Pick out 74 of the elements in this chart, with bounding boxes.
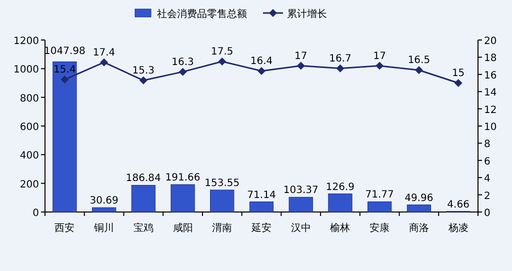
y-tick-label: 600: [20, 122, 39, 133]
y2-tick-label: 20: [484, 36, 497, 47]
y2-tick-label: 8: [484, 139, 490, 150]
y2-tick-label: 18: [484, 53, 497, 64]
data-label: 15.4: [54, 64, 76, 76]
point: [336, 64, 344, 72]
point: [60, 76, 69, 84]
x-tick-label: 安康: [370, 222, 390, 234]
bar: [92, 207, 116, 212]
x-tick-label: 渭南: [212, 222, 232, 234]
bar: [170, 184, 195, 212]
point: [139, 76, 148, 84]
point: [178, 68, 187, 76]
bar: [131, 184, 156, 212]
y-tick-label: 200: [20, 179, 39, 190]
y-tick-label: 1000: [14, 64, 39, 76]
y2-tick-label: 16: [484, 70, 497, 82]
bar: [368, 201, 392, 212]
y2-tick-label: 6: [484, 156, 490, 168]
data-label: 186.84: [126, 173, 161, 184]
bar: [288, 196, 313, 212]
x-tick-label: 咸阳: [172, 222, 193, 234]
bar: [406, 204, 432, 212]
data-label: 17.4: [92, 47, 116, 58]
legend-label: 社会消费品零售总额: [157, 8, 247, 20]
data-label: 49.96: [404, 192, 434, 204]
legend-label: 累计增长: [287, 8, 327, 20]
data-label: 1047.98: [44, 46, 86, 57]
point: [454, 79, 462, 87]
data-label: 4.66: [447, 199, 470, 210]
point: [376, 62, 384, 70]
bar: [328, 194, 352, 212]
y2-tick-label: 2: [484, 190, 490, 202]
data-label: 15.3: [132, 65, 155, 76]
data-label: 16.7: [329, 53, 352, 64]
data-label: 71.77: [365, 190, 394, 201]
y2-tick-label: 4: [484, 174, 490, 185]
data-label: 16.5: [408, 55, 430, 66]
bar: [210, 190, 234, 212]
point: [414, 66, 423, 74]
x-tick-label: 宝鸡: [133, 222, 154, 234]
y-tick-label: 0: [32, 208, 39, 219]
x-tick-label: 商洛: [408, 222, 429, 234]
data-label: 71.14: [247, 190, 276, 201]
y-tick-label: 800: [20, 93, 39, 104]
point: [296, 62, 305, 70]
point: [100, 58, 108, 66]
x-tick-label: 汉中: [290, 222, 311, 234]
y2-tick-label: 14: [484, 88, 497, 99]
bar: [249, 202, 274, 212]
y2-tick-label: 0: [484, 208, 490, 219]
point: [258, 66, 266, 75]
data-label: 153.55: [204, 178, 240, 189]
y-tick-label: 1200: [14, 36, 39, 47]
y2-tick-label: 12: [484, 104, 497, 116]
bar: [52, 62, 77, 212]
x-tick-label: 榆林: [330, 222, 350, 234]
data-label: 126.9: [326, 182, 355, 193]
x-tick-label: 杨凌: [447, 222, 468, 234]
data-label: 103.37: [283, 185, 318, 196]
y-tick-label: 400: [20, 150, 39, 162]
data-label: 15: [452, 68, 465, 79]
x-tick-label: 西安: [54, 222, 75, 234]
point: [218, 58, 226, 66]
x-tick-label: 延安: [250, 222, 272, 234]
data-label: 30.69: [90, 196, 118, 207]
data-label: 17.5: [211, 46, 234, 58]
x-tick-label: 铜川: [93, 222, 114, 234]
data-label: 16.3: [172, 56, 194, 68]
data-label: 17: [294, 50, 308, 62]
data-label: 17: [373, 50, 386, 62]
data-label: 191.66: [165, 172, 200, 184]
y2-tick-label: 10: [484, 122, 497, 133]
data-label: 16.4: [250, 56, 273, 67]
